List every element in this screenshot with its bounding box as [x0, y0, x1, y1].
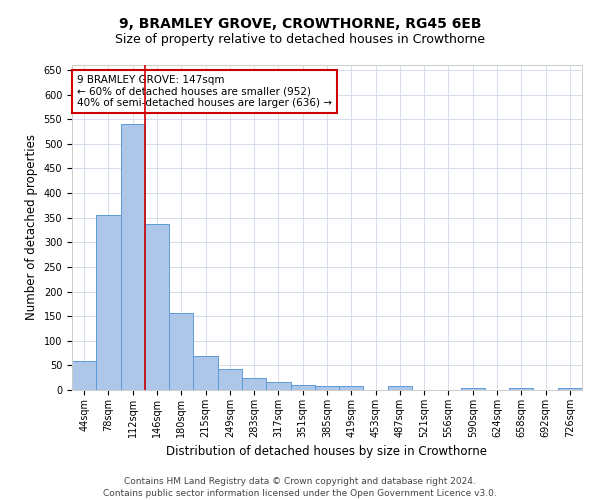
- Bar: [266, 382, 290, 390]
- Bar: [145, 224, 169, 390]
- Bar: [290, 385, 315, 390]
- Bar: [242, 378, 266, 390]
- Text: 9, BRAMLEY GROVE, CROWTHORNE, RG45 6EB: 9, BRAMLEY GROVE, CROWTHORNE, RG45 6EB: [119, 18, 481, 32]
- Bar: [388, 386, 412, 390]
- Text: 9 BRAMLEY GROVE: 147sqm
← 60% of detached houses are smaller (952)
40% of semi-d: 9 BRAMLEY GROVE: 147sqm ← 60% of detache…: [77, 74, 332, 108]
- Bar: [121, 124, 145, 390]
- Bar: [509, 388, 533, 390]
- Text: Size of property relative to detached houses in Crowthorne: Size of property relative to detached ho…: [115, 32, 485, 46]
- X-axis label: Distribution of detached houses by size in Crowthorne: Distribution of detached houses by size …: [167, 446, 487, 458]
- Bar: [96, 215, 121, 390]
- Bar: [339, 386, 364, 390]
- Bar: [315, 386, 339, 390]
- Bar: [558, 388, 582, 390]
- Y-axis label: Number of detached properties: Number of detached properties: [25, 134, 38, 320]
- Bar: [218, 370, 242, 390]
- Text: Contains HM Land Registry data © Crown copyright and database right 2024.
Contai: Contains HM Land Registry data © Crown c…: [103, 476, 497, 498]
- Bar: [169, 312, 193, 390]
- Bar: [461, 388, 485, 390]
- Bar: [72, 362, 96, 390]
- Bar: [193, 356, 218, 390]
